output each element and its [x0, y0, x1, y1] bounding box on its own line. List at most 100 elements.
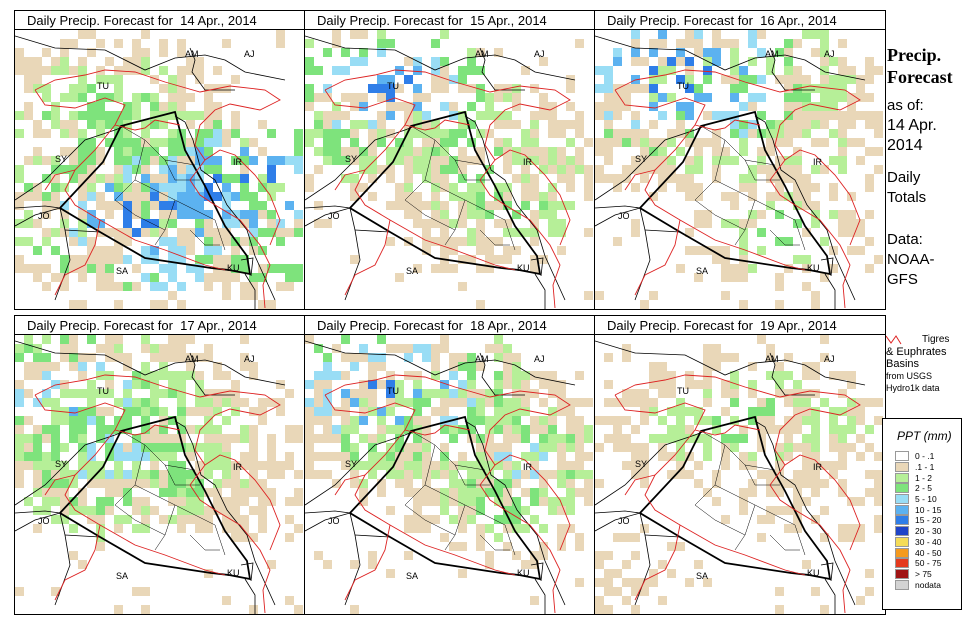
precip-cell: [267, 398, 276, 407]
precip-cell: [195, 380, 204, 389]
precip-cell: [476, 300, 485, 309]
country-border: [344, 207, 361, 301]
precip-cell: [431, 57, 440, 66]
precip-cell: [595, 578, 604, 587]
precip-cell: [649, 578, 658, 587]
precip-cell: [575, 470, 584, 479]
precip-cell: [114, 605, 123, 614]
precip-cell: [631, 57, 640, 66]
precip-cell: [150, 380, 159, 389]
precip-cell: [42, 389, 51, 398]
precip-cell: [314, 416, 323, 425]
precip-cell: [240, 488, 249, 497]
precip-cell: [476, 488, 485, 497]
precip-cell: [476, 479, 485, 488]
precip-cell: [512, 210, 521, 219]
basin-legend-line: Tigres: [922, 334, 950, 345]
precip-cell: [332, 30, 341, 39]
precip-cell: [485, 255, 494, 264]
precip-cell: [60, 147, 69, 156]
precip-cell: [350, 30, 359, 39]
precip-cell: [467, 380, 476, 389]
precip-cell: [285, 497, 294, 506]
precip-cell: [177, 300, 186, 309]
precip-cell: [440, 533, 449, 542]
precip-cell: [42, 362, 51, 371]
precip-cell: [195, 398, 204, 407]
precip-cell: [186, 371, 195, 380]
precip-cell: [622, 93, 631, 102]
precip-cell: [539, 497, 548, 506]
precip-cell: [249, 210, 258, 219]
precip-cell: [476, 147, 485, 156]
precip-cell: [757, 533, 766, 542]
basin-boundary: [54, 524, 101, 601]
precip-cell: [622, 434, 631, 443]
precip-cell: [377, 335, 386, 344]
precip-cell: [449, 461, 458, 470]
precip-cell: [631, 587, 640, 596]
precip-cell: [613, 434, 622, 443]
precip-cell: [60, 335, 69, 344]
precip-cell: [359, 57, 368, 66]
basin-boundary: [334, 169, 366, 191]
precip-cell: [159, 156, 168, 165]
country-label: JO: [38, 516, 50, 526]
precip-cell: [730, 120, 739, 129]
precip-cell: [703, 93, 712, 102]
precip-cell: [730, 353, 739, 362]
precip-cell: [784, 84, 793, 93]
precip-cell: [78, 560, 87, 569]
basin-boundary: [334, 474, 366, 496]
precip-cell: [622, 102, 631, 111]
precip-cell: [494, 219, 503, 228]
country-label: TU: [677, 81, 689, 91]
precip-cell: [757, 210, 766, 219]
province-border: [694, 199, 746, 231]
precip-cell: [60, 353, 69, 362]
precip-cell: [847, 192, 856, 201]
precip-cell: [332, 371, 341, 380]
precip-cell: [159, 452, 168, 461]
precip-cell: [96, 246, 105, 255]
precip-cell: [78, 174, 87, 183]
precip-cell: [784, 434, 793, 443]
precip-cell: [368, 362, 377, 371]
precip-cell: [757, 111, 766, 120]
iraq-border: [348, 415, 542, 581]
precip-cell: [530, 120, 539, 129]
precip-cell: [512, 228, 521, 237]
precip-cell: [222, 452, 231, 461]
precip-cell: [141, 452, 150, 461]
country-border: [820, 257, 834, 277]
precip-cell: [150, 102, 159, 111]
precip-cell: [631, 39, 640, 48]
precip-cell: [150, 353, 159, 362]
precip-cell: [33, 488, 42, 497]
precip-cell: [15, 255, 24, 264]
precip-cell: [712, 138, 721, 147]
precip-cell: [213, 165, 222, 174]
precip-cell: [802, 201, 811, 210]
precip-cell: [150, 192, 159, 201]
precip-cell: [42, 398, 51, 407]
precip-cell: [485, 344, 494, 353]
country-border: [754, 115, 856, 301]
precip-cell: [267, 497, 276, 506]
precip-cell: [404, 479, 413, 488]
precip-cell: [649, 291, 658, 300]
precip-cell: [323, 93, 332, 102]
precip-cell: [838, 443, 847, 452]
precip-cell: [503, 219, 512, 228]
precip-cell: [132, 371, 141, 380]
country-border: [174, 420, 276, 606]
precip-cell: [694, 219, 703, 228]
precip-cell: [204, 344, 213, 353]
precip-cell: [730, 111, 739, 120]
precip-cell: [557, 156, 566, 165]
precip-cell: [494, 425, 503, 434]
basin-boundary: [324, 69, 571, 309]
precip-cell: [231, 515, 240, 524]
precip-cell: [42, 425, 51, 434]
precip-cell: [503, 488, 512, 497]
